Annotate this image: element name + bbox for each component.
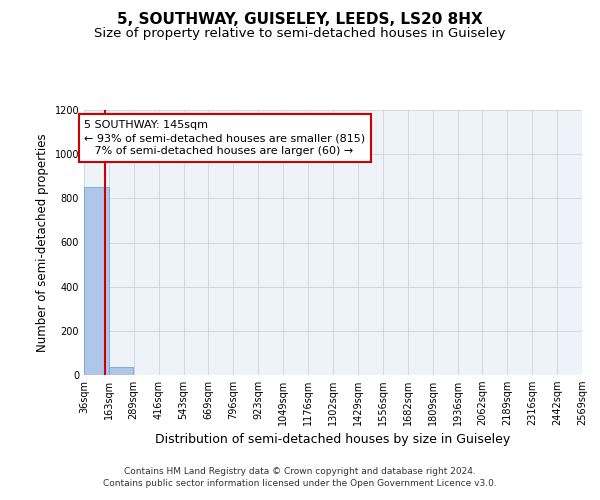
- Text: 5 SOUTHWAY: 145sqm
← 93% of semi-detached houses are smaller (815)
   7% of semi: 5 SOUTHWAY: 145sqm ← 93% of semi-detache…: [85, 120, 365, 156]
- Text: Contains HM Land Registry data © Crown copyright and database right 2024.: Contains HM Land Registry data © Crown c…: [124, 468, 476, 476]
- Text: Distribution of semi-detached houses by size in Guiseley: Distribution of semi-detached houses by …: [155, 432, 511, 446]
- Y-axis label: Number of semi-detached properties: Number of semi-detached properties: [36, 133, 49, 352]
- Text: 5, SOUTHWAY, GUISELEY, LEEDS, LS20 8HX: 5, SOUTHWAY, GUISELEY, LEEDS, LS20 8HX: [117, 12, 483, 28]
- Text: Size of property relative to semi-detached houses in Guiseley: Size of property relative to semi-detach…: [94, 28, 506, 40]
- Text: Contains public sector information licensed under the Open Government Licence v3: Contains public sector information licen…: [103, 479, 497, 488]
- Bar: [84, 188, 109, 375]
- Bar: [109, 368, 133, 375]
